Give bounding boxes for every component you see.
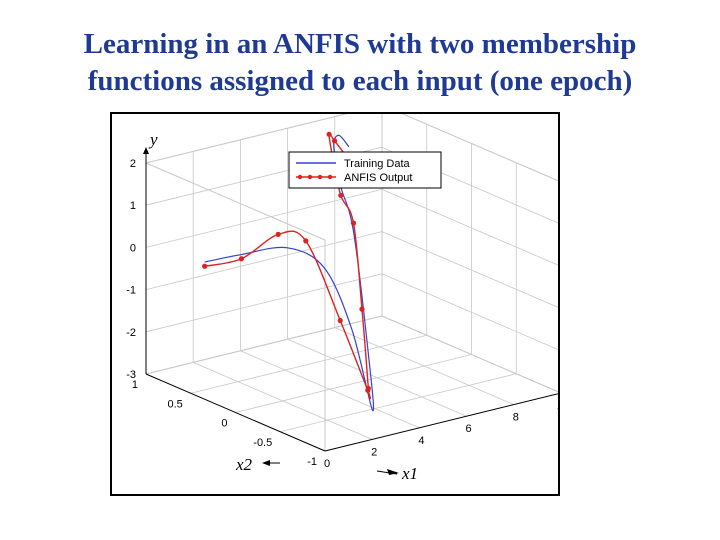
anfis-output-point xyxy=(331,138,338,144)
anfis-output-point xyxy=(275,231,281,237)
slide-title-line-1: Learning in an ANFIS with two membership xyxy=(83,28,637,60)
anfis-output-point xyxy=(202,263,208,269)
y-tick-label: 1 xyxy=(130,200,136,212)
grid-line-z-back xyxy=(145,315,383,375)
grid-line-z-back xyxy=(145,273,383,333)
slide-title: Learning in an ANFIS with two membership… xyxy=(0,26,720,100)
legend: Training Data ANFIS Output xyxy=(288,151,442,189)
grid-line-z-side xyxy=(381,231,558,308)
anfis-output-point xyxy=(238,256,245,262)
x1-tick-label: 4 xyxy=(418,435,424,447)
y-tick-label: 2 xyxy=(130,158,136,170)
legend-label: ANFIS Output xyxy=(344,172,412,184)
x2-tick-label: 1 xyxy=(132,379,138,391)
anfis-output-point xyxy=(338,192,344,199)
grid-line-z-side xyxy=(381,189,558,266)
y-tick-label: 0 xyxy=(130,242,136,254)
grid-line-z-side xyxy=(401,114,558,182)
anfis-output-point xyxy=(337,317,343,324)
anfis-output-point xyxy=(359,306,365,312)
slide-title-line-2: functions assigned to each input (one ep… xyxy=(87,65,633,97)
y-tick-label: -1 xyxy=(126,285,136,297)
grid-line-z-back xyxy=(145,231,383,290)
legend-swatch-point xyxy=(297,174,303,180)
y-tick-label: -2 xyxy=(126,327,136,339)
grid-line-z-side xyxy=(381,315,558,393)
x2-axis-label: x2 xyxy=(235,455,253,474)
grid-line-y-floor xyxy=(280,373,517,433)
x2-axis-arrow xyxy=(262,460,270,466)
legend-swatch-point xyxy=(327,174,333,180)
legend-swatch-point xyxy=(317,174,323,180)
grid-frame-line xyxy=(145,162,326,241)
grid-line-z-side xyxy=(381,273,558,350)
x2-tick-label: -1 xyxy=(307,456,317,468)
y-axis-arrow xyxy=(143,147,149,154)
legend-swatch-point xyxy=(307,174,313,180)
grid-line-z-back xyxy=(145,189,383,248)
grid-line-y-floor xyxy=(235,354,472,413)
x2-tick-label: 0 xyxy=(221,418,227,430)
x1-tick-label: 8 xyxy=(513,412,519,424)
anfis-output-point xyxy=(303,238,309,244)
x1-axis-arrow-stem xyxy=(376,470,398,475)
anfis-output-point xyxy=(350,220,357,226)
x1-axis-label: x1 xyxy=(401,464,418,483)
legend-box xyxy=(288,151,442,189)
x1-tick-label: 6 xyxy=(466,423,472,435)
series-line-anfis-output xyxy=(204,132,371,400)
anfis-output-point xyxy=(326,131,332,137)
x1-tick-label: 0 xyxy=(324,458,330,470)
x1-axis-line xyxy=(324,393,558,452)
x1-tick-label: 10 xyxy=(557,400,558,412)
grid-line-y-floor xyxy=(190,334,427,394)
x2-tick-label: 0.5 xyxy=(167,398,182,410)
legend-label: Training Data xyxy=(344,158,411,170)
y-axis-label: y xyxy=(148,130,158,149)
y-tick-label: -3 xyxy=(126,369,136,381)
x2-tick-label: -0.5 xyxy=(253,437,272,449)
x1-tick-label: 2 xyxy=(371,446,377,458)
anfis-output-point xyxy=(365,385,371,391)
grid-line-z-back xyxy=(145,114,348,164)
x1-axis-arrow xyxy=(387,469,399,475)
x2-axis-line xyxy=(145,373,326,452)
